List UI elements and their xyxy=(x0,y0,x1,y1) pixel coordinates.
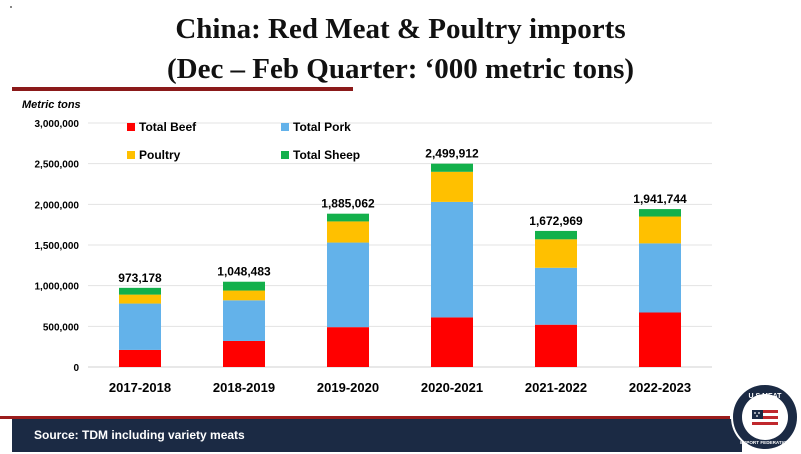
x-tick-label: 2019-2020 xyxy=(317,380,379,395)
bar-segment-poultry xyxy=(431,171,473,202)
usmef-logo: U.S.MEAT EXPORT FEDERATION xyxy=(731,383,799,451)
y-tick-label: 2,000,000 xyxy=(35,200,80,211)
x-tick-label: 2022-2023 xyxy=(629,380,691,395)
legend-label: Total Pork xyxy=(293,120,351,134)
legend-label: Total Beef xyxy=(139,120,197,134)
bar-segment-poultry xyxy=(223,290,265,301)
chart-title-line-1: China: Red Meat & Poultry imports xyxy=(175,13,626,45)
bar-segment-total-sheep xyxy=(223,281,265,291)
bar-segment-total-beef xyxy=(535,324,577,367)
svg-text:EXPORT FEDERATION: EXPORT FEDERATION xyxy=(740,440,790,445)
total-data-label: 2,499,912 xyxy=(425,147,479,161)
bar-segment-poultry xyxy=(535,239,577,268)
x-tick-label: 2020-2021 xyxy=(421,380,483,395)
bar-segment-total-pork xyxy=(535,267,577,325)
bar-segment-total-sheep xyxy=(535,230,577,240)
y-tick-label: 1,500,000 xyxy=(35,241,80,252)
y-tick-label: 0 xyxy=(73,363,79,374)
bar-segment-poultry xyxy=(327,221,369,243)
svg-text:U.S.MEAT: U.S.MEAT xyxy=(749,393,783,400)
source-note: Source: TDM including variety meats xyxy=(34,428,245,442)
stacked-bar-chart: Metric tons 0 500,000 1,000,000 1,500,000 2,0… xyxy=(22,99,712,395)
total-data-label: 1,048,483 xyxy=(217,265,271,279)
legend-label: Poultry xyxy=(139,148,181,162)
legend-swatch xyxy=(127,123,135,131)
chart-title-line-2: (Dec – Feb Quarter: ‘000 metric tons) xyxy=(166,53,635,85)
legend-swatch xyxy=(281,123,289,131)
bar-segment-total-beef xyxy=(639,312,681,367)
bar-segment-total-sheep xyxy=(639,209,681,217)
bar-segment-total-pork xyxy=(223,300,265,341)
footer-red-stripe xyxy=(0,416,730,419)
bar-segment-total-pork xyxy=(639,243,681,313)
x-tick-label: 2018-2019 xyxy=(213,380,275,395)
x-tick-label: 2021-2022 xyxy=(525,380,587,395)
title-underline xyxy=(12,87,353,91)
legend-swatch xyxy=(281,151,289,159)
bar-segment-total-beef xyxy=(223,340,265,367)
footer-band xyxy=(12,419,742,452)
y-tick-label: 3,000,000 xyxy=(35,119,80,130)
bar-segment-total-sheep xyxy=(431,163,473,172)
bar-segment-total-beef xyxy=(431,317,473,367)
legend-swatch xyxy=(127,151,135,159)
bar-segment-poultry xyxy=(119,294,161,304)
bar-segment-total-pork xyxy=(327,242,369,328)
bar-segment-poultry xyxy=(639,216,681,244)
bar-segment-total-beef xyxy=(119,349,161,367)
total-data-label: 1,941,744 xyxy=(633,192,687,206)
bar-segment-total-sheep xyxy=(327,213,369,222)
x-tick-label: 2017-2018 xyxy=(109,380,171,395)
y-axis-title: Metric tons xyxy=(22,99,81,111)
bar-segment-total-pork xyxy=(431,201,473,318)
y-tick-label: 1,000,000 xyxy=(35,282,80,293)
y-tick-label: 500,000 xyxy=(43,322,80,333)
total-data-label: 1,672,969 xyxy=(529,214,583,228)
corner-dot xyxy=(10,6,12,8)
bar-segment-total-sheep xyxy=(119,287,161,295)
total-data-label: 973,178 xyxy=(118,271,162,285)
total-data-label: 1,885,062 xyxy=(321,197,375,211)
legend-label: Total Sheep xyxy=(293,148,360,162)
bar-segment-total-pork xyxy=(119,303,161,350)
y-tick-label: 2,500,000 xyxy=(35,160,80,171)
bar-segment-total-beef xyxy=(327,327,369,367)
